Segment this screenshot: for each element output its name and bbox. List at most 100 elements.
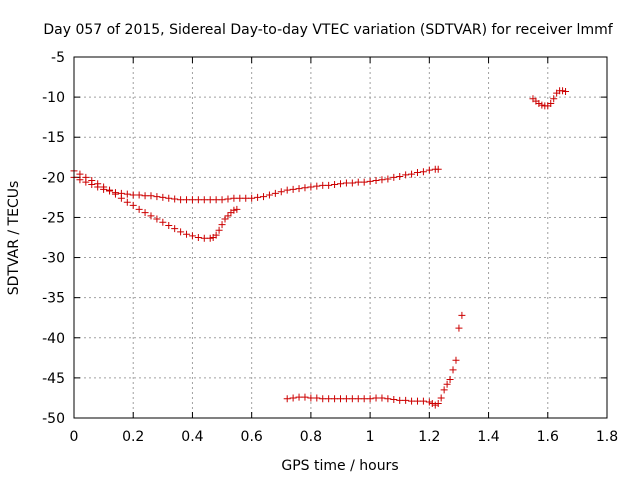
y-tick-label: -30 xyxy=(42,251,65,267)
data-point xyxy=(301,393,309,401)
data-point xyxy=(408,397,416,405)
data-point xyxy=(313,182,321,190)
y-tick-label: -15 xyxy=(42,130,65,146)
x-tick-label: 0.4 xyxy=(181,429,203,445)
x-tick-label: 0.2 xyxy=(122,429,144,445)
data-point xyxy=(100,183,108,191)
data-point xyxy=(265,191,273,199)
data-point xyxy=(325,395,333,403)
data-point xyxy=(360,178,368,186)
data-point xyxy=(177,196,185,204)
x-tick-label: 1.2 xyxy=(418,429,440,445)
plot-frame xyxy=(73,56,608,419)
data-point xyxy=(141,192,149,200)
data-point xyxy=(434,165,442,173)
data-point xyxy=(159,193,167,201)
data-point xyxy=(206,234,214,242)
y-tick-label: -35 xyxy=(42,291,65,307)
data-point xyxy=(449,366,457,374)
data-point xyxy=(325,181,333,189)
x-tick-label: 1.4 xyxy=(477,429,499,445)
y-tick-label: -20 xyxy=(42,170,65,186)
data-point xyxy=(360,395,368,403)
data-point xyxy=(200,196,208,204)
data-point xyxy=(562,87,570,95)
data-point xyxy=(242,194,250,202)
data-point xyxy=(218,221,226,229)
data-point xyxy=(141,209,149,217)
data-point xyxy=(295,393,303,401)
data-point xyxy=(233,205,241,213)
data-point xyxy=(215,226,223,234)
data-point xyxy=(307,394,315,402)
y-tick-label: -25 xyxy=(42,210,65,226)
data-point xyxy=(434,400,442,408)
data-point xyxy=(319,395,327,403)
data-point xyxy=(342,395,350,403)
data-point xyxy=(159,218,167,226)
data-point xyxy=(390,173,398,181)
data-point xyxy=(94,180,102,188)
data-point xyxy=(123,190,131,198)
data-point xyxy=(147,212,155,220)
data-point xyxy=(171,195,179,203)
data-point xyxy=(366,395,374,403)
data-point xyxy=(188,196,196,204)
data-point xyxy=(183,230,191,238)
data-point xyxy=(559,87,567,95)
data-point xyxy=(289,185,297,193)
data-point xyxy=(147,192,155,200)
data-point xyxy=(153,193,161,201)
data-point xyxy=(402,171,410,179)
data-point xyxy=(384,175,392,183)
x-tick-label: 0 xyxy=(70,429,79,445)
y-tick-label: -50 xyxy=(42,411,65,427)
x-tick-label: 0.6 xyxy=(241,429,263,445)
x-tick-label: 1.8 xyxy=(596,429,618,445)
series-arc-upper xyxy=(70,165,442,204)
data-point xyxy=(354,395,362,403)
data-point xyxy=(419,397,427,405)
data-point xyxy=(194,234,202,241)
data-point xyxy=(384,395,392,403)
data-point xyxy=(319,181,327,189)
data-point xyxy=(283,395,291,403)
data-point xyxy=(135,205,143,213)
data-point xyxy=(547,100,555,108)
axis-ticks xyxy=(73,56,608,419)
data-point xyxy=(230,206,238,214)
data-point xyxy=(337,180,344,188)
data-point xyxy=(425,398,433,406)
data-point xyxy=(230,194,238,202)
data-point xyxy=(260,193,268,201)
data-point xyxy=(171,225,179,233)
series-arc-low xyxy=(283,311,466,409)
data-point xyxy=(224,212,232,220)
data-point xyxy=(402,396,410,404)
data-point xyxy=(550,95,558,103)
data-point xyxy=(301,184,309,192)
y-tick-label: -40 xyxy=(42,331,65,347)
data-point xyxy=(295,185,303,193)
data-point xyxy=(82,173,90,181)
data-point xyxy=(408,170,416,178)
data-point xyxy=(117,194,125,202)
data-point xyxy=(348,179,356,187)
data-point xyxy=(378,394,386,402)
series-arc-late xyxy=(529,87,570,110)
data-point xyxy=(446,375,454,383)
data-point xyxy=(337,395,344,403)
data-point xyxy=(348,395,356,403)
data-point xyxy=(221,215,229,223)
data-point xyxy=(236,194,244,202)
data-point xyxy=(331,181,339,189)
data-point xyxy=(378,176,386,184)
data-point xyxy=(218,196,226,204)
data-point xyxy=(455,324,463,332)
data-point xyxy=(458,311,466,319)
grid-lines xyxy=(74,57,607,418)
data-point xyxy=(419,168,427,176)
x-tick-label: 1 xyxy=(366,429,375,445)
y-tick-label: -10 xyxy=(42,90,65,106)
